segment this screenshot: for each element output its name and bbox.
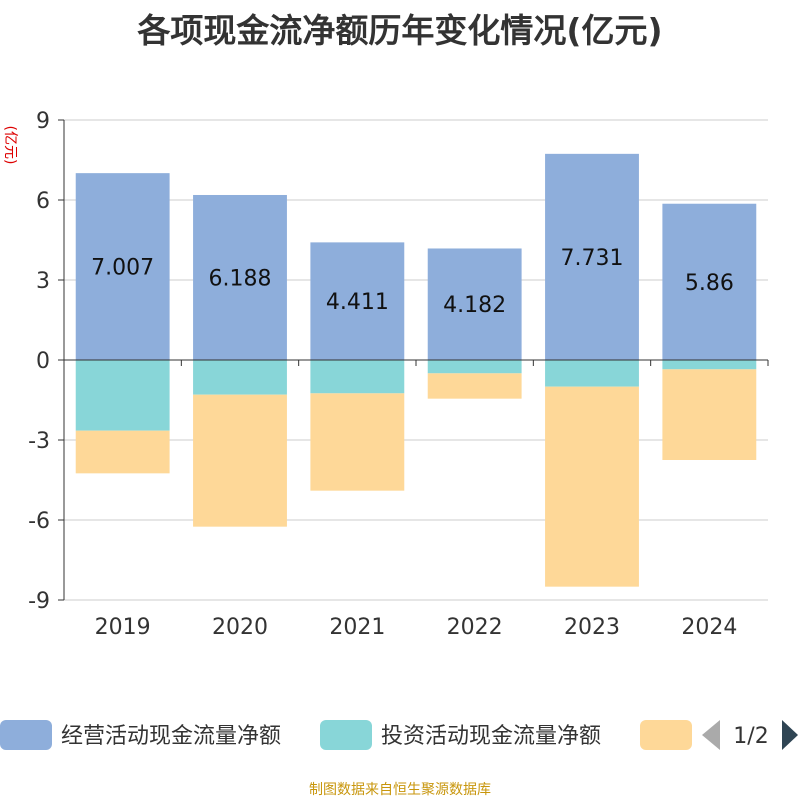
bar-2021-series-0 <box>310 242 405 360</box>
bar-2022-series-1 <box>427 360 522 374</box>
bars <box>75 153 757 587</box>
bar-2023-series-2 <box>545 386 639 587</box>
legend-pager-label: 1/2 <box>733 724 768 749</box>
bar-2021-series-2 <box>310 393 405 491</box>
legend-prev-icon[interactable] <box>702 720 720 750</box>
y-tick-label: -9 <box>28 589 50 614</box>
bar-2021-series-1 <box>310 360 405 394</box>
x-tick-label: 2024 <box>681 615 737 640</box>
legend-swatch[interactable] <box>640 720 692 750</box>
bar-2019-series-0 <box>75 173 170 360</box>
bar-2024-series-2 <box>662 369 757 460</box>
x-tick-label: 2020 <box>212 615 268 640</box>
legend-swatch[interactable] <box>320 720 372 750</box>
bar-value-label: 5.86 <box>685 271 734 296</box>
x-tick-label: 2019 <box>95 615 151 640</box>
y-tick-label: 6 <box>36 189 50 214</box>
bar-value-label: 7.731 <box>561 246 624 271</box>
y-tick-label: -3 <box>28 429 50 454</box>
y-tick-label: 3 <box>36 269 50 294</box>
bar-2023-series-0 <box>545 153 639 360</box>
bar-value-label: 4.182 <box>443 293 506 318</box>
bar-2019-series-1 <box>75 360 170 431</box>
chart-title: 各项现金流净额历年变化情况(亿元) <box>137 11 663 50</box>
legend-swatch[interactable] <box>0 720 52 750</box>
bar-value-label: 4.411 <box>326 290 389 315</box>
y-tick-label: -6 <box>28 509 50 534</box>
source-note: 制图数据来自恒生聚源数据库 <box>309 782 491 798</box>
bar-2019-series-2 <box>75 430 170 474</box>
bar-value-label: 6.188 <box>209 266 272 291</box>
x-tick-label: 2023 <box>564 615 620 640</box>
data-labels: 7.007 6.188 4.411 4.182 7.731 5.86 <box>91 246 734 318</box>
y-axis-label: (亿元) <box>2 126 18 165</box>
x-tick-label: 2022 <box>447 615 503 640</box>
legend-next-icon[interactable] <box>782 720 798 750</box>
bar-2020-series-1 <box>193 360 287 395</box>
bar-2024-series-1 <box>662 360 757 370</box>
legend-label[interactable]: 经营活动现金流量净额 <box>61 724 281 749</box>
bar-2020-series-0 <box>193 194 287 360</box>
legend-label[interactable]: 投资活动现金流量净额 <box>381 724 601 749</box>
bar-value-label: 7.007 <box>91 256 154 281</box>
bar-2024-series-0 <box>662 203 757 360</box>
x-tick-label: 2021 <box>329 615 385 640</box>
bar-2022-series-2 <box>427 373 522 399</box>
y-tick-label: 9 <box>36 109 50 134</box>
legend[interactable]: 经营活动现金流量净额 投资活动现金流量净额 1/2 <box>0 720 798 750</box>
axes: 9 6 3 0 -3 -6 -9 (亿元) 2019 2020 2021 2022 2023 2024 <box>2 109 769 640</box>
bar-2022-series-0 <box>427 248 522 360</box>
bar-2020-series-2 <box>193 394 287 527</box>
bar-2023-series-1 <box>545 360 639 387</box>
y-tick-label: 0 <box>36 349 50 374</box>
